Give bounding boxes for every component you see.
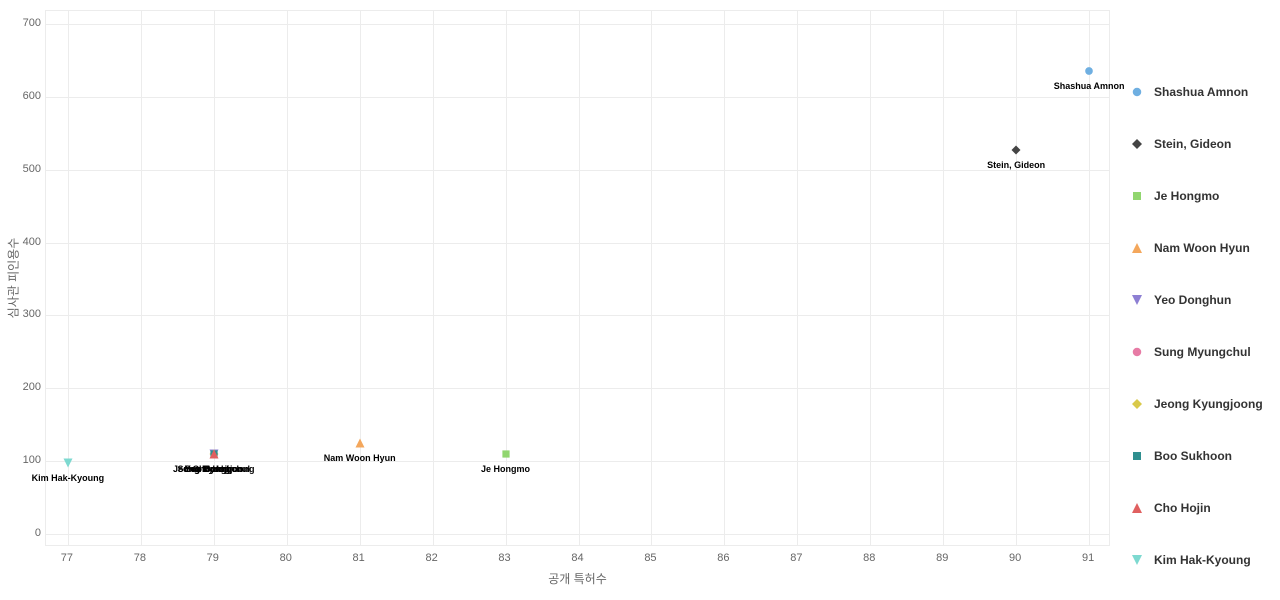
y-tick-label: 100 (17, 454, 41, 466)
grid-line (46, 97, 1109, 98)
grid-line (360, 11, 361, 545)
x-tick-label: 80 (280, 552, 292, 564)
x-tick-label: 91 (1082, 552, 1094, 564)
legend-label: Kim Hak-Kyoung (1154, 553, 1251, 567)
triangle-up-icon (1130, 241, 1144, 255)
y-tick-label: 600 (17, 90, 41, 102)
legend-item[interactable]: Yeo Donghun (1130, 293, 1263, 307)
legend: Shashua Amnon Stein, Gideon Je Hongmo Nam W… (1130, 85, 1263, 567)
x-axis-label: 공개 특허수 (548, 570, 607, 587)
y-axis-label: 심사관 피인용수 (5, 238, 22, 319)
circle-icon (1130, 345, 1144, 359)
y-tick-label: 0 (17, 527, 41, 539)
x-tick-label: 85 (644, 552, 656, 564)
x-tick-label: 88 (863, 552, 875, 564)
legend-label: Stein, Gideon (1154, 137, 1231, 151)
legend-item[interactable]: Cho Hojin (1130, 501, 1263, 515)
data-point-label: Cho Hojin (193, 464, 236, 474)
x-tick-label: 83 (498, 552, 510, 564)
diamond-icon (1130, 137, 1144, 151)
legend-label: Yeo Donghun (1154, 293, 1231, 307)
grid-line (46, 315, 1109, 316)
data-point-label: Kim Hak-Kyoung (32, 473, 105, 483)
grid-line (141, 11, 142, 545)
data-point-label: Shashua Amnon (1054, 81, 1125, 91)
x-tick-label: 81 (353, 552, 365, 564)
grid-line (46, 534, 1109, 535)
grid-line (651, 11, 652, 545)
legend-label: Nam Woon Hyun (1154, 241, 1250, 255)
grid-line (943, 11, 944, 545)
circle-icon (1130, 85, 1144, 99)
grid-line (579, 11, 580, 545)
legend-item[interactable]: Je Hongmo (1130, 189, 1263, 203)
diamond-icon (1130, 397, 1144, 411)
data-point (209, 449, 218, 458)
legend-item[interactable]: Kim Hak-Kyoung (1130, 553, 1263, 567)
square-icon (1130, 189, 1144, 203)
legend-label: Boo Sukhoon (1154, 449, 1232, 463)
x-tick-label: 86 (717, 552, 729, 564)
legend-label: Jeong Kyungjoong (1154, 397, 1263, 411)
chart-container: Shashua Amnon Stein, Gideon Je Hongmo Nam W… (0, 0, 1280, 600)
data-point (501, 449, 510, 458)
legend-item[interactable]: Stein, Gideon (1130, 137, 1263, 151)
grid-line (46, 461, 1109, 462)
x-tick-label: 82 (425, 552, 437, 564)
x-tick-label: 84 (571, 552, 583, 564)
grid-line (46, 170, 1109, 171)
y-tick-label: 200 (17, 381, 41, 393)
grid-line (46, 243, 1109, 244)
legend-item[interactable]: Jeong Kyungjoong (1130, 397, 1263, 411)
x-tick-label: 90 (1009, 552, 1021, 564)
legend-item[interactable]: Boo Sukhoon (1130, 449, 1263, 463)
grid-line (287, 11, 288, 545)
x-tick-label: 87 (790, 552, 802, 564)
legend-label: Je Hongmo (1154, 189, 1219, 203)
data-point-label: Nam Woon Hyun (324, 453, 396, 463)
grid-line (46, 24, 1109, 25)
data-point-label: Stein, Gideon (987, 160, 1045, 170)
y-tick-label: 700 (17, 17, 41, 29)
data-point (63, 458, 72, 467)
plot-area: Shashua AmnonStein, GideonJe HongmoNam W… (45, 10, 1110, 546)
triangle-up-icon (1130, 501, 1144, 515)
legend-label: Shashua Amnon (1154, 85, 1248, 99)
grid-line (1016, 11, 1017, 545)
y-tick-label: 400 (17, 236, 41, 248)
x-tick-label: 78 (134, 552, 146, 564)
grid-line (46, 388, 1109, 389)
grid-line (724, 11, 725, 545)
legend-item[interactable]: Nam Woon Hyun (1130, 241, 1263, 255)
grid-line (433, 11, 434, 545)
x-tick-label: 89 (936, 552, 948, 564)
x-tick-label: 77 (61, 552, 73, 564)
data-point (355, 438, 364, 447)
triangle-down-icon (1130, 553, 1144, 567)
grid-line (797, 11, 798, 545)
legend-label: Sung Myungchul (1154, 345, 1251, 359)
y-tick-label: 500 (17, 163, 41, 175)
legend-item[interactable]: Sung Myungchul (1130, 345, 1263, 359)
x-tick-label: 79 (207, 552, 219, 564)
legend-item[interactable]: Shashua Amnon (1130, 85, 1263, 99)
grid-line (870, 11, 871, 545)
data-point (1012, 146, 1021, 155)
data-point (1085, 67, 1094, 76)
data-point-label: Je Hongmo (481, 464, 530, 474)
square-icon (1130, 449, 1144, 463)
y-tick-label: 300 (17, 308, 41, 320)
triangle-down-icon (1130, 293, 1144, 307)
legend-label: Cho Hojin (1154, 501, 1211, 515)
